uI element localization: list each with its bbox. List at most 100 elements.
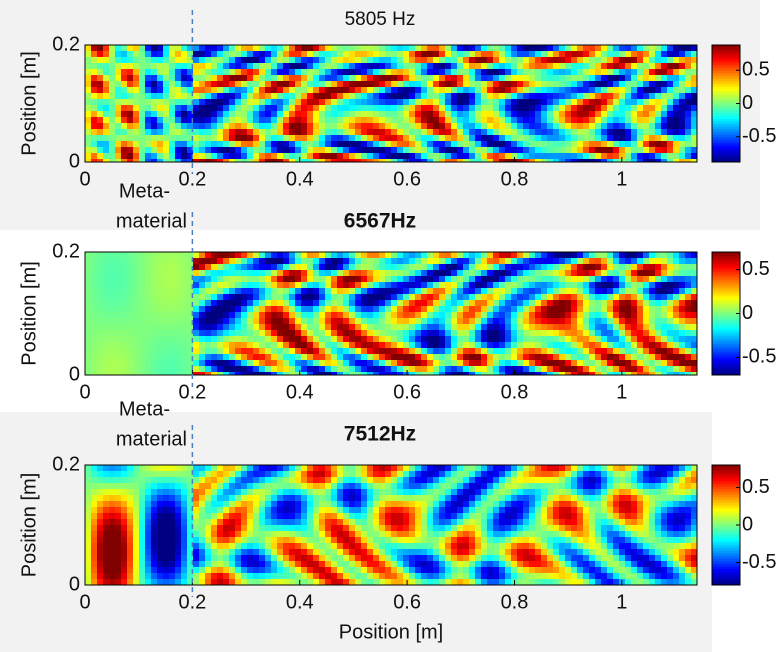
field-cell: [595, 342, 602, 349]
field-cell: [259, 141, 266, 148]
field-cell: [265, 270, 272, 277]
field-cell: [241, 153, 248, 160]
field-cell: [85, 153, 92, 160]
field-cell: [181, 324, 188, 331]
field-cell: [427, 348, 434, 355]
field-cell: [595, 282, 602, 289]
field-cell: [127, 348, 134, 355]
field-cell: [367, 342, 374, 349]
field-cell: [601, 57, 608, 64]
field-cell: [583, 336, 590, 343]
field-cell: [205, 105, 212, 112]
colorbar-cell: [712, 300, 740, 302]
field-cell: [451, 141, 458, 148]
field-cell: [577, 252, 584, 259]
field-cell: [547, 117, 554, 124]
field-cell: [211, 549, 218, 556]
field-cell: [439, 252, 446, 259]
field-cell: [397, 87, 404, 94]
field-cell: [475, 135, 482, 142]
field-cell: [463, 324, 470, 331]
field-cell: [121, 75, 128, 82]
field-cell: [643, 288, 650, 295]
field-cell: [613, 99, 620, 106]
field-cell: [655, 105, 662, 112]
field-cell: [277, 336, 284, 343]
field-cell: [145, 258, 152, 265]
field-cell: [457, 330, 464, 337]
field-cell: [499, 366, 506, 373]
field-cell: [535, 129, 542, 136]
field-cell: [307, 153, 314, 160]
field-cell: [601, 366, 608, 373]
field-cell: [355, 300, 362, 307]
field-cell: [415, 360, 422, 367]
field-cell: [307, 330, 314, 337]
field-cell: [343, 258, 350, 265]
field-cell: [181, 501, 188, 508]
field-cell: [379, 87, 386, 94]
field-cell: [499, 252, 506, 259]
field-cell: [505, 99, 512, 106]
field-cell: [121, 69, 128, 76]
field-cell: [271, 300, 278, 307]
field-cell: [367, 117, 374, 124]
field-cell: [331, 264, 338, 271]
field-cell: [403, 123, 410, 130]
field-cell: [205, 123, 212, 130]
field-cell: [223, 348, 230, 355]
field-cell: [151, 75, 158, 82]
field-cell: [199, 477, 206, 484]
field-cell: [649, 51, 656, 58]
field-cell: [265, 501, 272, 508]
field-cell: [235, 324, 242, 331]
field-cell: [199, 507, 206, 514]
field-cell: [511, 312, 518, 319]
field-cell: [577, 111, 584, 118]
field-cell: [475, 81, 482, 88]
field-cell: [295, 366, 302, 373]
field-cell: [343, 288, 350, 295]
field-cell: [295, 282, 302, 289]
field-cell: [271, 471, 278, 478]
field-cell: [307, 69, 314, 76]
field-cell: [439, 312, 446, 319]
field-cell: [103, 123, 110, 130]
field-cell: [601, 252, 608, 259]
field-cell: [409, 99, 416, 106]
field-cell: [145, 483, 152, 490]
field-cell: [499, 270, 506, 277]
field-cell: [103, 252, 110, 259]
field-cell: [667, 300, 674, 307]
field-cell: [445, 306, 452, 313]
field-cell: [223, 51, 230, 58]
field-cell: [487, 57, 494, 64]
field-cell: [355, 51, 362, 58]
field-cell: [559, 318, 566, 325]
field-cell: [601, 93, 608, 100]
field-cell: [169, 336, 176, 343]
field-cell: [355, 294, 362, 301]
field-cell: [631, 99, 638, 106]
field-cell: [193, 252, 200, 259]
field-cell: [433, 300, 440, 307]
field-cell: [157, 561, 164, 568]
field-cell: [259, 45, 266, 52]
field-cell: [685, 105, 692, 112]
field-cell: [241, 495, 248, 502]
field-cell: [313, 360, 320, 367]
field-cell: [535, 141, 542, 148]
field-cell: [265, 465, 272, 472]
field-cell: [685, 330, 692, 337]
field-cell: [253, 300, 260, 307]
field-cell: [115, 330, 122, 337]
field-cell: [667, 312, 674, 319]
field-cell: [319, 51, 326, 58]
field-cell: [403, 252, 410, 259]
field-cell: [349, 99, 356, 106]
field-cell: [367, 69, 374, 76]
field-cell: [667, 99, 674, 106]
field-cell: [517, 270, 524, 277]
field-cell: [361, 252, 368, 259]
field-cell: [493, 360, 500, 367]
